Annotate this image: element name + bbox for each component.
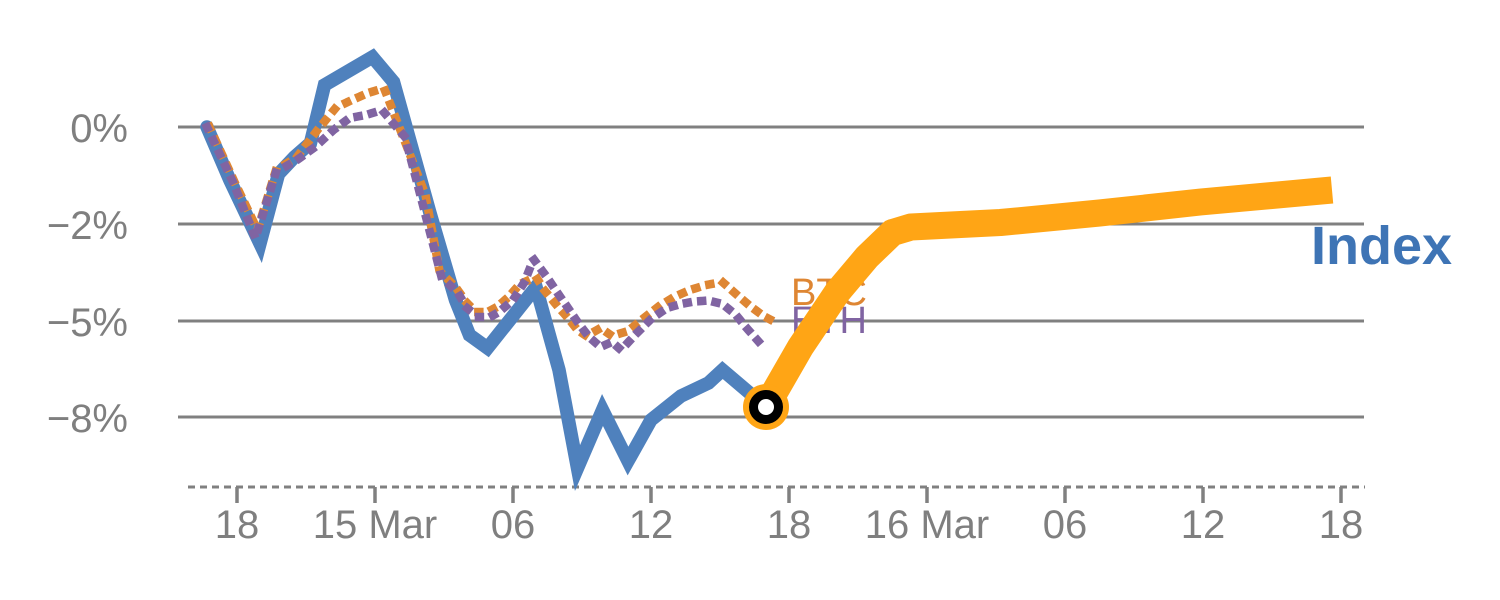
series-line-eth bbox=[201, 105, 765, 355]
forecast-layer bbox=[743, 176, 1334, 430]
x-tick-label: 18 bbox=[215, 503, 260, 547]
x-tick-label: 15 Mar bbox=[313, 503, 438, 547]
y-axis-labels: 0% −2% −5% −8% bbox=[47, 107, 128, 441]
x-tick-label: 12 bbox=[629, 503, 674, 547]
x-axis: 18 15 Mar 06 12 18 16 Mar 06 12 18 bbox=[188, 485, 1365, 547]
series-lines bbox=[200, 48, 779, 491]
y-tick-label: 0% bbox=[70, 107, 128, 151]
y-tick-label: −5% bbox=[47, 301, 128, 345]
x-tick-label: 18 bbox=[1319, 503, 1364, 547]
current-point-marker bbox=[749, 390, 783, 424]
x-tick-label: 16 Mar bbox=[865, 503, 990, 547]
x-tick-label: 06 bbox=[491, 503, 536, 547]
series-label-index: Index bbox=[1311, 216, 1452, 276]
x-tick-label: 06 bbox=[1043, 503, 1088, 547]
x-tick-label: 12 bbox=[1181, 503, 1226, 547]
series-line-index-forecast bbox=[754, 176, 1334, 414]
x-tick-label: 18 bbox=[767, 503, 812, 547]
y-tick-label: −8% bbox=[47, 397, 128, 441]
y-tick-label: −2% bbox=[47, 204, 128, 248]
series-line-index bbox=[200, 48, 773, 491]
series-line-btc bbox=[203, 83, 779, 341]
